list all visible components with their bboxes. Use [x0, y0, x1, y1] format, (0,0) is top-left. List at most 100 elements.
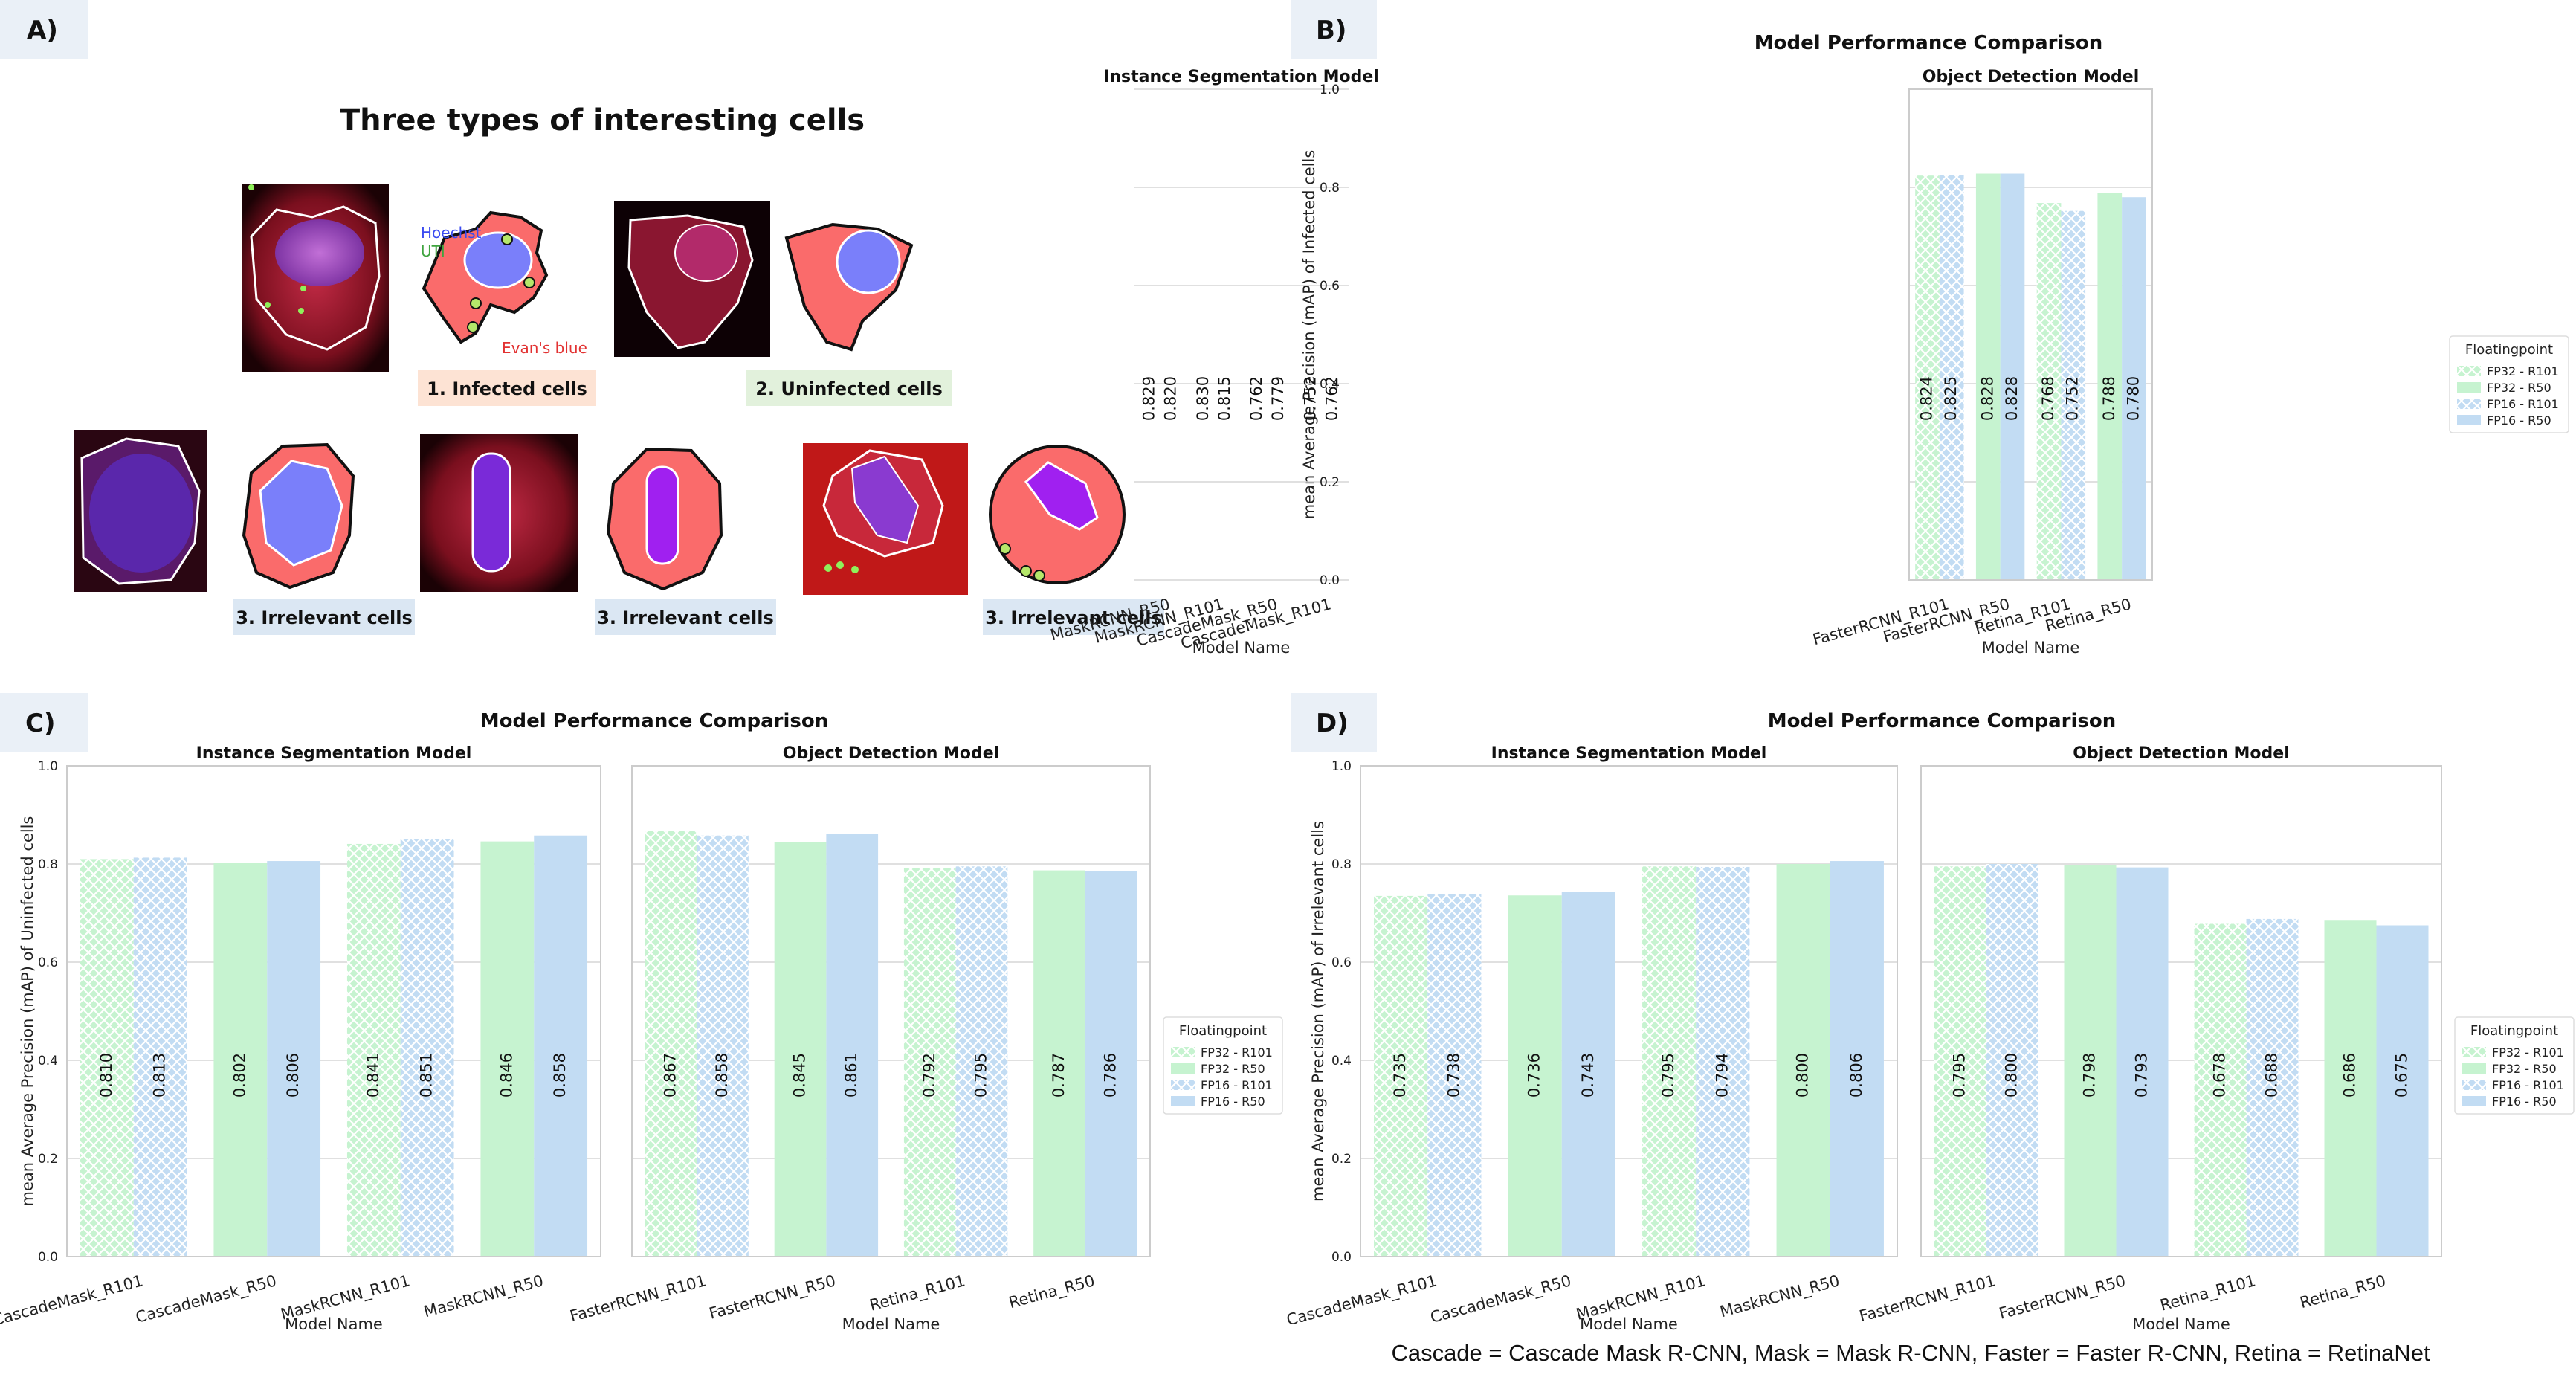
bar-value-label: 0.858 [551, 1053, 569, 1097]
footnote: Cascade = Cascade Mask R-CNN, Mask = Mas… [1391, 1340, 2430, 1366]
bar-value-label: 0.786 [1102, 1053, 1120, 1097]
x-tick-label: CascadeMask_R101 [0, 1271, 145, 1329]
legend-entry: FP32 - R101 [1201, 1045, 1273, 1060]
bar-FasterRCNN_R50-fp32 [2064, 865, 2117, 1257]
legend-swatch [2457, 382, 2481, 393]
caption-irrelevant-1: 3. Irrelevant cells [236, 607, 413, 628]
legend-swatch [1171, 1047, 1195, 1057]
bar-FasterRCNN_R101-fp16 [697, 835, 749, 1257]
caption-infected: 1. Infected cells [427, 378, 587, 399]
panel-label: B) [1316, 16, 1346, 45]
y-tick-label: 0.4 [1331, 1054, 1352, 1068]
bar-MaskRCNN_R50-fp32 [1776, 864, 1830, 1257]
bar-value-label: 0.787 [1050, 1053, 1068, 1097]
bar-value-label: 0.798 [2081, 1053, 2099, 1097]
bar-MaskRCNN_R101-fp32 [346, 843, 401, 1257]
uninfected-micrograph [614, 201, 770, 357]
legend-title: Floatingpoint [1179, 1023, 1267, 1039]
bar-value-label: 0.820 [1162, 376, 1180, 421]
bar-FasterRCNN_R101-fp16 [1986, 864, 2038, 1257]
bar-CascadeMask_R101-fp16 [1427, 894, 1482, 1257]
y-tick-label: 0.2 [1320, 475, 1340, 490]
bar-MaskRCNN_R101-fp16 [400, 839, 454, 1257]
axes-frame [1908, 88, 2153, 581]
x-tick-label: FasterRCNN_R101 [568, 1271, 708, 1326]
bar-value-label: 0.813 [151, 1053, 169, 1097]
x-axis-label: Model Name [2132, 1315, 2230, 1333]
bar-value-label: 0.738 [1444, 1053, 1462, 1097]
x-axis-label: Model Name [842, 1315, 940, 1333]
legend-swatch [2462, 1080, 2486, 1090]
bar-value-label: 0.788 [2100, 376, 2118, 421]
bar-value-label: 0.795 [1951, 1053, 1969, 1097]
bar-value-label: 0.794 [1713, 1053, 1731, 1097]
bar-value-label: 0.768 [2039, 376, 2057, 421]
bar-value-label: 0.688 [2263, 1053, 2281, 1097]
bar-value-label: 0.795 [1659, 1053, 1677, 1097]
panel-a-title: Three types of interesting cells [340, 103, 865, 138]
bar-value-label: 0.686 [2341, 1053, 2359, 1097]
panel-a: A) Three types of interesting cells Hoec… [0, 0, 1164, 635]
y-tick-label: 0.0 [38, 1250, 58, 1265]
bar-value-label: 0.851 [418, 1053, 436, 1097]
bar-CascadeMask_R50-fp16 [1561, 892, 1615, 1257]
bar-value-label: 0.762 [1323, 376, 1340, 421]
caption-irrelevant-2: 3. Irrelevant cells [597, 607, 774, 628]
legend-swatch [2457, 415, 2481, 425]
subplot-object-detection: 0.867 0.858 FasterRCNN_R101 0.845 0.861 Faste… [568, 744, 1151, 1333]
bar-value-label: 0.780 [2124, 376, 2142, 421]
legend-title: Floatingpoint [2465, 342, 2553, 358]
bar-value-label: 0.678 [2211, 1053, 2229, 1097]
legend-entry: FP32 - R50 [2492, 1062, 2557, 1076]
x-tick-label: Retina_R50 [2298, 1271, 2388, 1312]
y-tick-label: 0.6 [38, 955, 58, 970]
x-axis-label: Model Name [1192, 639, 1291, 657]
bar-Retina_R101-fp32 [2036, 203, 2062, 580]
bar-value-label: 0.795 [972, 1053, 990, 1097]
bar-FasterRCNN_R101-fp32 [1934, 866, 1986, 1257]
legend-entry: FP16 - R50 [1201, 1095, 1265, 1109]
bar-CascadeMask_R50-fp16 [267, 861, 321, 1257]
x-tick-label: MaskRCNN_R50 [422, 1271, 545, 1321]
bar-value-label: 0.762 [1247, 376, 1265, 421]
panel-b-chart: B) Model Performance Comparison mean Avera… [1048, 0, 2569, 657]
bar-FasterRCNN_R50-fp16 [2116, 867, 2169, 1257]
x-tick-label: CascadeMask_R50 [134, 1271, 279, 1327]
caption-infected-bg [418, 370, 596, 406]
panel-label-bg [0, 693, 88, 752]
y-tick-label: 0.8 [1331, 857, 1352, 872]
bar-value-label: 0.861 [842, 1053, 860, 1097]
bar-MaskRCNN_R101-fp16 [1696, 866, 1750, 1257]
bar-FasterRCNN_R50-fp32 [1975, 173, 2001, 580]
y-axis-label: mean Average Precision (mAP) of Irreleva… [1309, 821, 1327, 1202]
x-tick-label: Retina_R50 [1007, 1271, 1097, 1312]
legend-entry: FP16 - R101 [2487, 397, 2559, 411]
legend-swatch [2457, 399, 2481, 409]
y-tick-label: 0.6 [1331, 955, 1352, 970]
legend-swatch [2462, 1096, 2486, 1106]
panel-label-bg [1291, 0, 1377, 59]
bar-value-label: 0.800 [2003, 1053, 2021, 1097]
evans-blue-label: Evan's blue [502, 339, 587, 357]
bar-value-label: 0.824 [1918, 376, 1936, 421]
bar-value-label: 0.675 [2393, 1053, 2411, 1097]
legend-swatch [2462, 1047, 2486, 1057]
y-axis-label: mean Average Precision (mAP) of Infected… [1300, 150, 1318, 520]
bar-value-label: 0.830 [1194, 376, 1212, 421]
bar-FasterRCNN_R50-fp16 [826, 834, 879, 1257]
bar-Retina_R50-fp16 [2376, 925, 2429, 1257]
subplot-title: Instance Segmentation Model [1491, 744, 1767, 763]
irrelevant-schematic-3 [989, 445, 1126, 584]
bar-value-label: 0.743 [1579, 1053, 1597, 1097]
subplot-title: Object Detection Model [783, 744, 1000, 763]
subplot-title: Object Detection Model [2073, 744, 2290, 763]
legend-swatch [1171, 1080, 1195, 1090]
legend-entry: FP32 - R101 [2492, 1045, 2564, 1060]
y-axis-label: mean Average Precision (mAP) of Uninfect… [19, 816, 36, 1207]
legend-title: Floatingpoint [2470, 1023, 2558, 1039]
bar-value-label: 0.841 [364, 1053, 382, 1097]
panel-a-label-bg [0, 0, 88, 59]
bar-value-label: 0.752 [1301, 376, 1319, 421]
legend-swatch [1171, 1063, 1195, 1074]
